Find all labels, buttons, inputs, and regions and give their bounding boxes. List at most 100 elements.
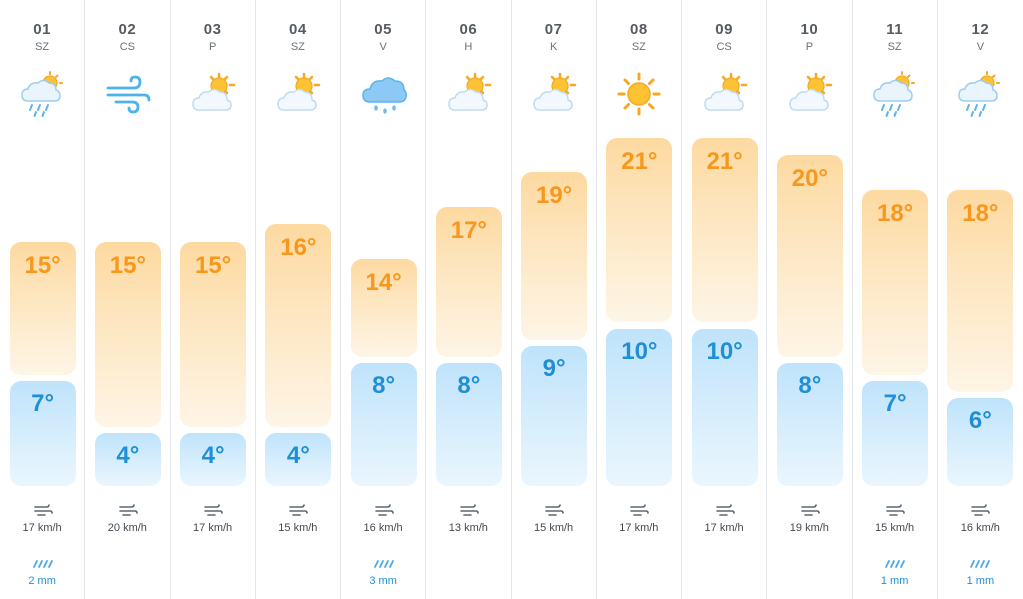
day-name: V xyxy=(379,41,387,53)
wind-speed: 15 km/h xyxy=(534,522,574,534)
rain-cloud-icon xyxy=(360,70,408,118)
rain-icon xyxy=(969,557,991,569)
day-column[interactable]: 09 CS 21° 10° 17 km/h xyxy=(682,0,768,599)
max-temp-bar: 17° xyxy=(435,207,502,358)
wind-icon xyxy=(800,503,820,517)
wind-speed: 17 km/h xyxy=(193,522,233,534)
rain-amount: 2 mm xyxy=(28,575,56,587)
wind-speed: 20 km/h xyxy=(107,522,147,534)
day-name: H xyxy=(464,41,473,53)
min-temp-bar: 4° xyxy=(265,432,332,486)
min-temp-bar: 7° xyxy=(862,380,929,486)
max-temp-bar: 21° xyxy=(691,137,758,323)
wind-speed: 17 km/h xyxy=(619,522,659,534)
day-name: SZ xyxy=(35,41,50,53)
day-number: 04 xyxy=(289,21,307,38)
min-temp: 4° xyxy=(286,441,310,469)
wind-icon xyxy=(970,503,991,517)
wind-icon xyxy=(715,503,735,517)
day-column[interactable]: 12 V 18° 6° 16 km/h 1 mm xyxy=(938,0,1023,599)
day-number: 02 xyxy=(118,21,137,38)
max-temp: 15° xyxy=(24,251,61,279)
wind-speed: 19 km/h xyxy=(789,522,829,534)
min-temp: 4° xyxy=(116,441,140,469)
max-temp-bar: 15° xyxy=(9,241,76,375)
rain-cloud-sun-icon xyxy=(956,70,1004,118)
wind-icon xyxy=(288,503,309,517)
min-temp: 6° xyxy=(968,406,992,434)
min-temp: 10° xyxy=(706,337,743,365)
rain-amount: 1 mm xyxy=(880,575,909,587)
max-temp-bar: 15° xyxy=(180,241,247,427)
max-temp-bar: 18° xyxy=(862,189,929,375)
max-temp-bar: 18° xyxy=(947,189,1014,392)
max-temp: 17° xyxy=(450,217,488,245)
day-column[interactable]: 06 H 17° 8° 13 km/h xyxy=(426,0,512,599)
day-name: CS xyxy=(119,41,136,53)
max-temp-bar: 19° xyxy=(521,172,588,340)
rain-icon xyxy=(884,557,906,569)
rain-cloud-sun-icon xyxy=(871,70,919,118)
rain-icon xyxy=(32,557,54,569)
day-number: 03 xyxy=(203,21,222,38)
day-column[interactable]: 02 CS 15° 4° 20 km/h xyxy=(85,0,171,599)
wind-icon xyxy=(374,503,394,517)
wind-speed: 15 km/h xyxy=(875,522,915,534)
day-name: K xyxy=(549,41,558,53)
wind-speed: 15 km/h xyxy=(278,522,318,534)
wind-speed: 17 km/h xyxy=(704,522,744,534)
wind-speed: 13 km/h xyxy=(448,522,488,534)
day-name: SZ xyxy=(887,41,902,53)
max-temp: 18° xyxy=(876,199,914,227)
day-number: 10 xyxy=(800,21,819,38)
day-number: 05 xyxy=(374,21,392,38)
partly-cloudy-icon xyxy=(445,70,493,118)
max-temp: 15° xyxy=(109,251,147,279)
day-name: P xyxy=(208,41,217,53)
day-number: 09 xyxy=(715,21,733,38)
min-temp-bar: 10° xyxy=(606,328,673,486)
max-temp: 21° xyxy=(621,147,658,175)
day-name: CS xyxy=(716,41,732,53)
min-temp: 7° xyxy=(31,389,55,417)
min-temp-bar: 8° xyxy=(435,363,502,486)
day-number: 01 xyxy=(33,21,51,38)
wind-icon xyxy=(118,503,138,517)
day-name: P xyxy=(805,41,814,53)
day-column[interactable]: 04 SZ 16° 4° 15 km/h xyxy=(256,0,341,599)
day-column[interactable]: 10 P 20° 8° 19 km/h xyxy=(767,0,853,599)
min-temp: 4° xyxy=(201,441,225,469)
max-temp-bar: 15° xyxy=(94,241,161,427)
day-column[interactable]: 11 SZ 18° 7° 15 km/h 1 mm xyxy=(853,0,938,599)
day-column[interactable]: 03 P 15° 4° 17 km/h xyxy=(171,0,256,599)
wind-speed: 16 km/h xyxy=(363,522,403,534)
min-temp-bar: 6° xyxy=(947,397,1014,486)
rain-icon xyxy=(373,557,395,569)
day-name: V xyxy=(976,41,985,53)
day-name: SZ xyxy=(290,41,305,53)
day-number: 08 xyxy=(630,21,648,38)
partly-cloudy-icon xyxy=(701,70,749,118)
wind-icon xyxy=(544,503,564,517)
wind-icon xyxy=(104,70,152,118)
max-temp-bar: 16° xyxy=(265,224,332,427)
day-column[interactable]: 08 SZ 21° 10° 17 km/h xyxy=(597,0,682,599)
wind-icon xyxy=(629,503,650,517)
max-temp: 18° xyxy=(962,199,999,227)
day-number: 11 xyxy=(886,21,904,38)
wind-speed: 16 km/h xyxy=(960,522,1000,534)
min-temp-bar: 8° xyxy=(776,363,843,486)
day-column[interactable]: 01 SZ 15° 7° 17 km/h 2 mm xyxy=(0,0,86,599)
partly-cloudy-icon xyxy=(530,70,578,118)
max-temp: 20° xyxy=(791,165,829,192)
min-temp-bar: 8° xyxy=(350,363,417,486)
day-name: SZ xyxy=(631,41,646,53)
max-temp-bar: 14° xyxy=(350,259,417,358)
partly-cloudy-icon xyxy=(189,70,237,118)
min-temp-bar: 4° xyxy=(94,432,161,486)
min-temp: 8° xyxy=(798,372,822,400)
day-column[interactable]: 07 K 19° 9° 15 km/h xyxy=(512,0,597,599)
day-column[interactable]: 05 V 14° 8° 16 km/h 3 mm xyxy=(341,0,427,599)
rain-amount: 1 mm xyxy=(966,575,995,587)
